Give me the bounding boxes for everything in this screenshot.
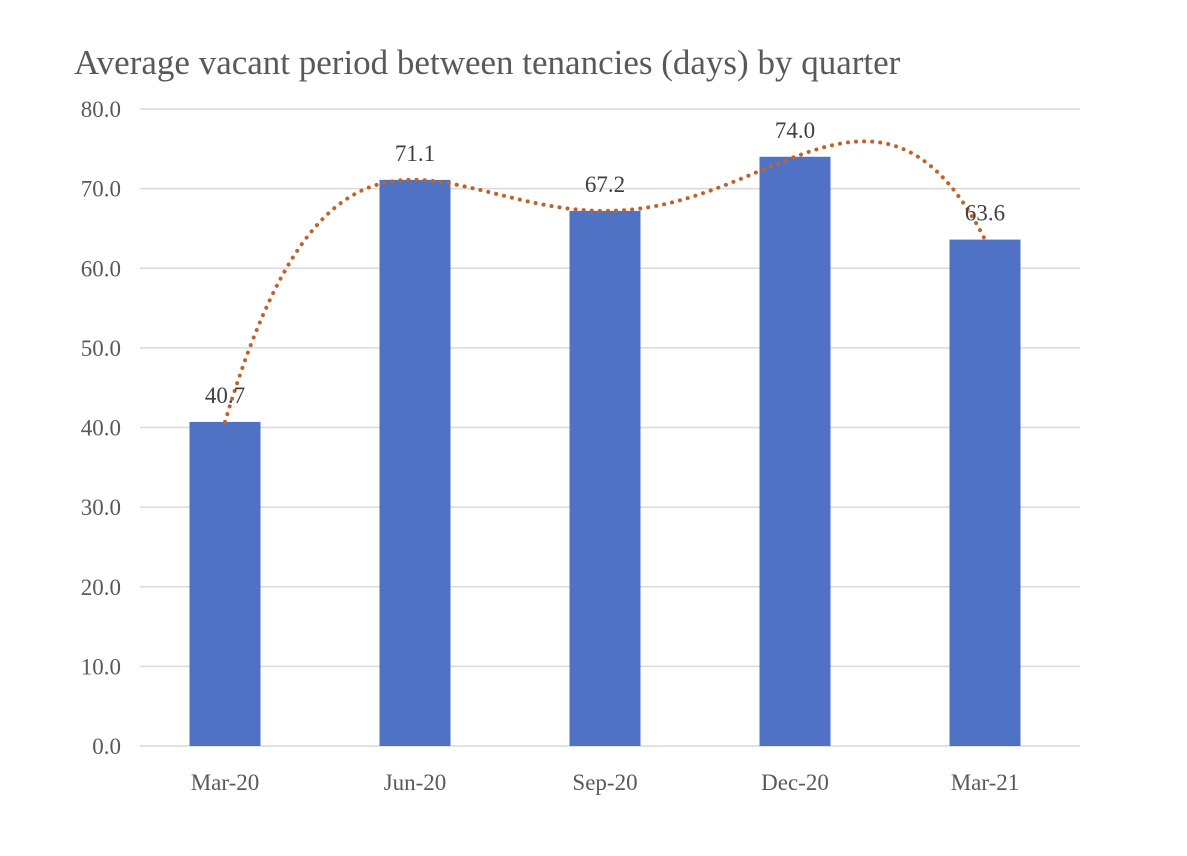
bar [949, 239, 1021, 746]
y-tick-label: 50.0 [81, 336, 121, 361]
bar [569, 210, 641, 747]
bar [379, 179, 451, 746]
data-label: 63.6 [965, 201, 1005, 226]
y-tick-label: 60.0 [81, 256, 121, 281]
x-tick-label: Mar-20 [191, 770, 260, 795]
y-tick-label: 80.0 [81, 97, 121, 122]
x-tick-label: Sep-20 [572, 770, 637, 795]
y-tick-label: 30.0 [81, 495, 121, 520]
y-tick-label: 70.0 [81, 177, 121, 202]
x-tick-label: Jun-20 [384, 770, 447, 795]
data-label: 71.1 [395, 141, 435, 166]
y-axis-tick-labels: 0.0 10.0 20.0 30.0 40.0 50.0 60.0 70.0 80.0 [81, 97, 121, 759]
data-label: 67.2 [585, 172, 625, 197]
x-tick-label: Mar-21 [951, 770, 1020, 795]
x-axis-tick-labels: Mar-20 Jun-20 Sep-20 Dec-20 Mar-21 [191, 770, 1020, 795]
data-labels: 40.7 71.1 67.2 74.0 63.6 [205, 118, 1005, 408]
y-tick-label: 40.0 [81, 416, 121, 441]
y-tick-label: 20.0 [81, 575, 121, 600]
data-label: 74.0 [775, 118, 815, 143]
bar [189, 421, 261, 746]
bar [759, 156, 831, 746]
y-tick-label: 10.0 [81, 654, 121, 679]
x-tick-label: Dec-20 [761, 770, 829, 795]
bars [189, 156, 1021, 747]
chart-title: Average vacant period between tenancies … [74, 43, 901, 82]
data-label: 40.7 [205, 383, 245, 408]
y-tick-label: 0.0 [92, 734, 121, 759]
